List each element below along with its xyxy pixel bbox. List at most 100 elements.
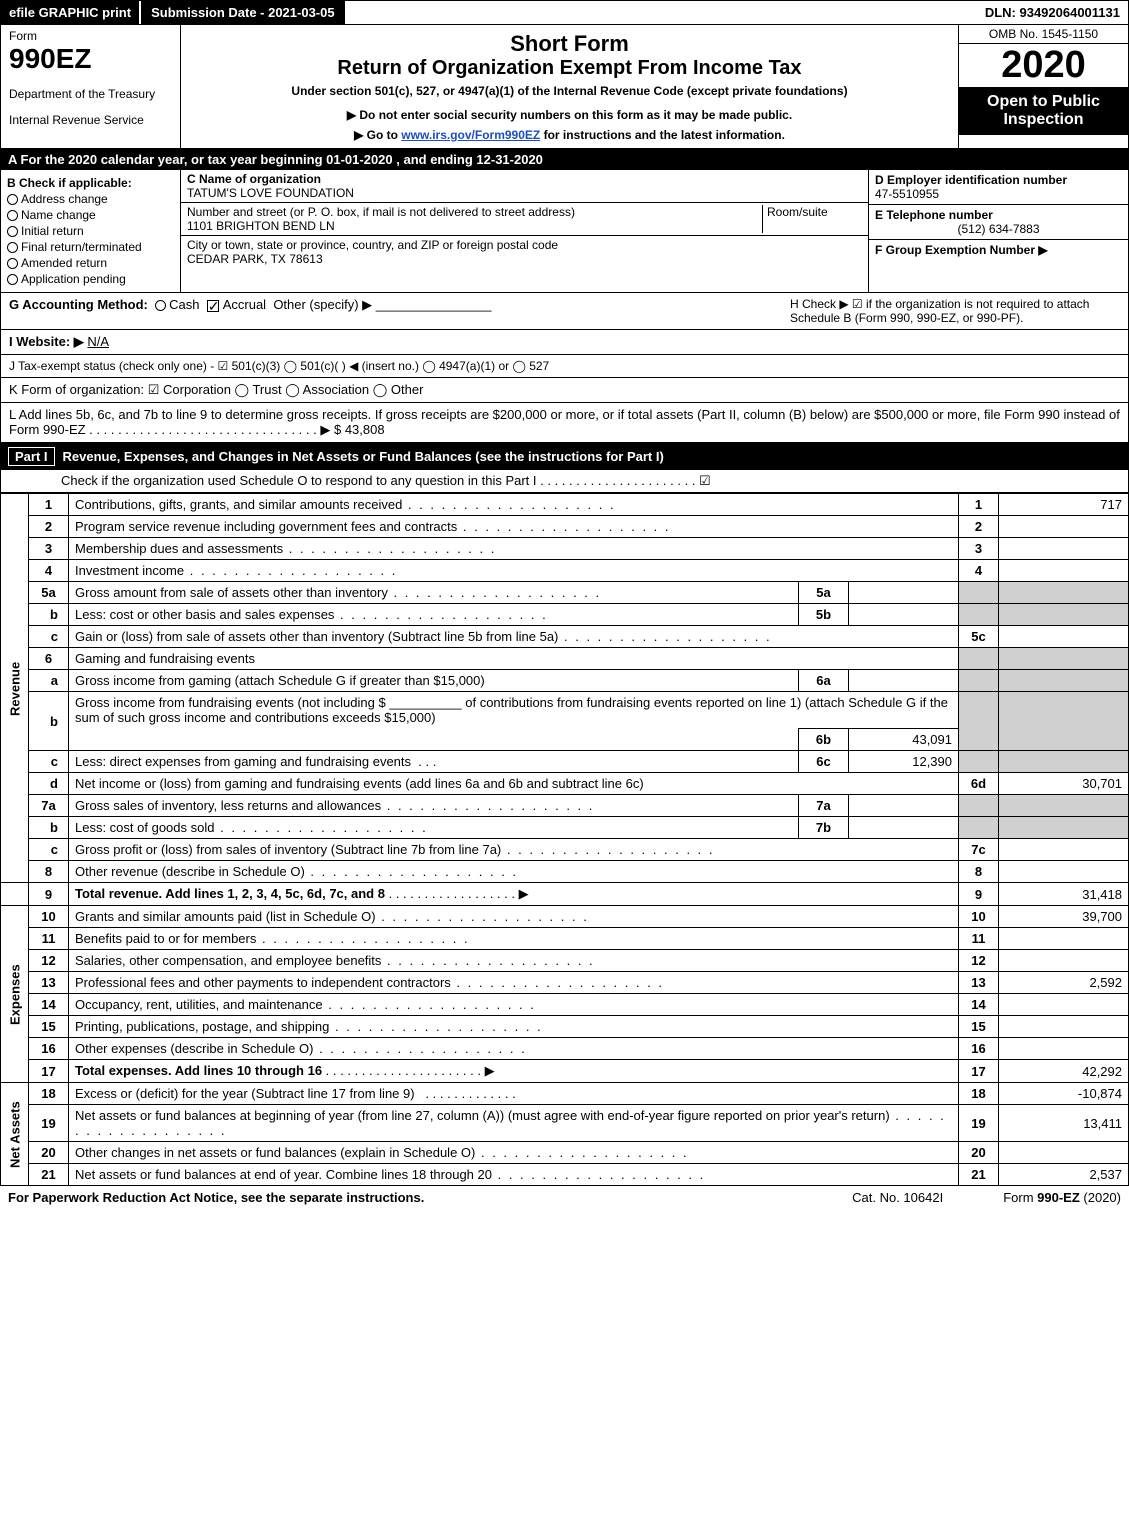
line-desc: Grants and similar amounts paid (list in… xyxy=(75,909,589,924)
cb-label: Name change xyxy=(21,208,96,222)
line-num: 10 xyxy=(29,906,69,928)
line-desc: Membership dues and assessments xyxy=(75,541,496,556)
line-desc: Total expenses. Add lines 10 through 16 xyxy=(75,1063,322,1078)
checkbox-name-change[interactable] xyxy=(7,210,18,221)
irs-link[interactable]: www.irs.gov/Form990EZ xyxy=(401,128,540,142)
shade-cell xyxy=(959,751,999,773)
line-num: 4 xyxy=(29,560,69,582)
line-ref: 18 xyxy=(959,1083,999,1105)
line-box: 7b xyxy=(799,817,849,839)
line-ref: 12 xyxy=(959,950,999,972)
group-exempt-label: F Group Exemption Number ▶ xyxy=(875,243,1048,257)
line-desc: Other revenue (describe in Schedule O) xyxy=(75,864,518,879)
checkbox-final-return[interactable] xyxy=(7,242,18,253)
line-ref: 15 xyxy=(959,1016,999,1038)
footer-right-pre: Form xyxy=(1003,1190,1037,1205)
cb-label: Application pending xyxy=(21,272,126,286)
line-ref: 7c xyxy=(959,839,999,861)
ein-label: D Employer identification number xyxy=(875,173,1067,187)
radio-cash[interactable] xyxy=(155,300,166,311)
line-num: b xyxy=(29,604,69,626)
line-num: b xyxy=(29,817,69,839)
line-desc: Less: direct expenses from gaming and fu… xyxy=(75,754,411,769)
radio-accrual[interactable] xyxy=(207,300,219,312)
line-value xyxy=(999,560,1129,582)
shade-cell xyxy=(959,795,999,817)
section-def: D Employer identification number 47-5510… xyxy=(868,170,1128,292)
shade-cell xyxy=(999,670,1129,692)
line-ref: 6d xyxy=(959,773,999,795)
line-num: c xyxy=(29,751,69,773)
line-value xyxy=(999,861,1129,883)
header-left: Form 990EZ Department of the Treasury In… xyxy=(1,25,181,148)
line-num: 2 xyxy=(29,516,69,538)
line-value: 2,592 xyxy=(999,972,1129,994)
shade-cell xyxy=(959,817,999,839)
line-value xyxy=(999,950,1129,972)
checkbox-address-change[interactable] xyxy=(7,194,18,205)
line-value xyxy=(999,994,1129,1016)
shade-cell xyxy=(999,692,1129,751)
shade-cell xyxy=(999,751,1129,773)
line-desc: Salaries, other compensation, and employ… xyxy=(75,953,595,968)
line-num: 1 xyxy=(29,494,69,516)
line-value: 42,292 xyxy=(999,1060,1129,1083)
line-mid xyxy=(849,582,959,604)
line-num: 14 xyxy=(29,994,69,1016)
shade-cell xyxy=(959,648,999,670)
line-desc: Program service revenue including govern… xyxy=(75,519,671,534)
part-1-table: Revenue 1 Contributions, gifts, grants, … xyxy=(0,493,1129,1186)
line-desc: Benefits paid to or for members xyxy=(75,931,470,946)
checkbox-pending[interactable] xyxy=(7,274,18,285)
section-b-title: B Check if applicable: xyxy=(7,176,132,190)
line-num: 11 xyxy=(29,928,69,950)
org-address: 1101 BRIGHTON BEND LN xyxy=(187,219,335,233)
line-value xyxy=(999,1016,1129,1038)
line-desc: Professional fees and other payments to … xyxy=(75,975,664,990)
line-desc: Net assets or fund balances at beginning… xyxy=(75,1108,946,1138)
line-value: 717 xyxy=(999,494,1129,516)
info-grid: B Check if applicable: Address change Na… xyxy=(0,170,1129,293)
no-ssn-warning: ▶ Do not enter social security numbers o… xyxy=(191,108,948,122)
dept-irs: Internal Revenue Service xyxy=(9,113,172,127)
line-desc: Gain or (loss) from sale of assets other… xyxy=(75,629,772,644)
shade-cell xyxy=(999,582,1129,604)
line-num: 8 xyxy=(29,861,69,883)
line-desc: Gaming and fundraising events xyxy=(69,648,959,670)
line-desc: Less: cost or other basis and sales expe… xyxy=(75,607,548,622)
footer-right: Form 990-EZ (2020) xyxy=(1003,1190,1121,1205)
revenue-side-label: Revenue xyxy=(1,494,29,883)
phone-value: (512) 634-7883 xyxy=(875,222,1122,236)
city-label: City or town, state or province, country… xyxy=(187,238,558,252)
line-value xyxy=(999,1142,1129,1164)
checkbox-initial-return[interactable] xyxy=(7,226,18,237)
header-mid: Short Form Return of Organization Exempt… xyxy=(181,25,958,148)
shade-cell xyxy=(999,604,1129,626)
cash-label: Cash xyxy=(169,297,199,312)
line-box: 5a xyxy=(799,582,849,604)
part-1-header: Part I Revenue, Expenses, and Changes in… xyxy=(0,443,1129,470)
line-value xyxy=(999,839,1129,861)
line-num: 6 xyxy=(29,648,69,670)
goto-line: ▶ Go to www.irs.gov/Form990EZ for instru… xyxy=(191,128,948,142)
line-desc: Net assets or fund balances at end of ye… xyxy=(75,1167,705,1182)
efile-print-button[interactable]: efile GRAPHIC print xyxy=(1,1,139,24)
line-ref: 19 xyxy=(959,1105,999,1142)
part-1-label: Part I xyxy=(8,447,55,466)
line-num: 18 xyxy=(29,1083,69,1105)
shade-cell xyxy=(959,604,999,626)
line-box: 6c xyxy=(799,751,849,773)
line-mid: 12,390 xyxy=(849,751,959,773)
line-box: 6a xyxy=(799,670,849,692)
other-label: Other (specify) ▶ xyxy=(273,297,372,312)
row-l-value: 43,808 xyxy=(345,422,385,437)
line-num: d xyxy=(29,773,69,795)
form-header: Form 990EZ Department of the Treasury In… xyxy=(0,25,1129,149)
line-num: 9 xyxy=(29,883,69,906)
part-1-check-line: Check if the organization used Schedule … xyxy=(0,470,1129,493)
open-inspection: Open to Public Inspection xyxy=(959,87,1128,135)
line-ref: 10 xyxy=(959,906,999,928)
cb-label: Final return/terminated xyxy=(21,240,142,254)
checkbox-amended[interactable] xyxy=(7,258,18,269)
shade-cell xyxy=(999,795,1129,817)
